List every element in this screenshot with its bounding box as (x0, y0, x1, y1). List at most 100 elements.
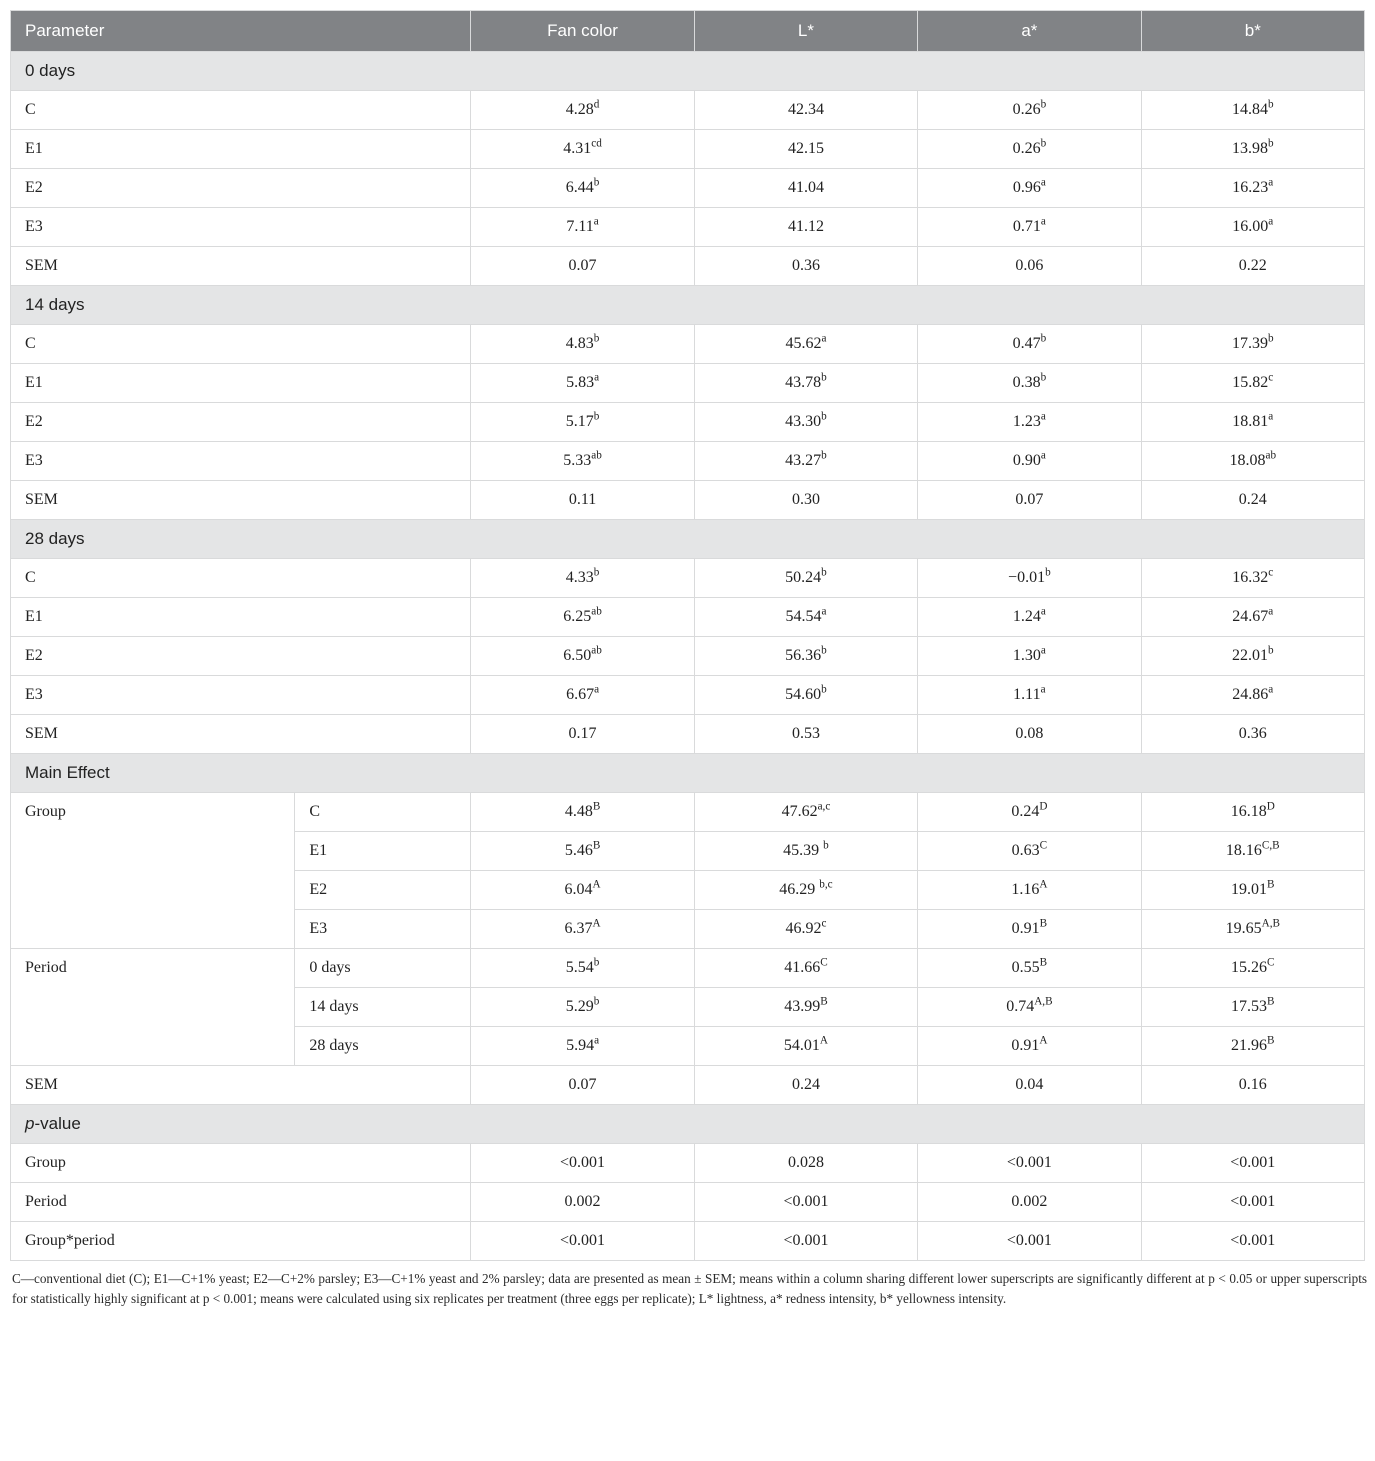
table-head: ParameterFan colorL*a*b* (11, 11, 1365, 52)
data-cell: 0.06 (918, 247, 1141, 286)
data-cell: 13.98b (1141, 130, 1364, 169)
data-cell: 6.50ab (471, 637, 694, 676)
table-footnote: C—conventional diet (C); E1—C+1% yeast; … (10, 1261, 1369, 1309)
data-cell: 0.028 (694, 1144, 917, 1183)
data-cell: <0.001 (1141, 1144, 1364, 1183)
data-cell: 19.65A,B (1141, 910, 1364, 949)
data-cell: 24.67a (1141, 598, 1364, 637)
data-cell: 16.23a (1141, 169, 1364, 208)
row-label: SEM (11, 247, 471, 286)
table-row: E26.44b41.040.96a16.23a (11, 169, 1365, 208)
data-cell: 0.91A (918, 1027, 1141, 1066)
table-row: E35.33ab43.27b0.90a18.08ab (11, 442, 1365, 481)
col-header-4: b* (1141, 11, 1364, 52)
row-label: Group (11, 1144, 471, 1183)
row-label: 28 days (295, 1027, 471, 1066)
table-body: 0 daysC4.28d42.340.26b14.84bE14.31cd42.1… (11, 52, 1365, 1261)
data-cell: <0.001 (918, 1222, 1141, 1261)
row-label: 0 days (295, 949, 471, 988)
table-row: SEM0.170.530.080.36 (11, 715, 1365, 754)
data-cell: 43.30b (694, 403, 917, 442)
data-cell: 5.33ab (471, 442, 694, 481)
data-cell: 0.07 (918, 481, 1141, 520)
table-row: Period0.002<0.0010.002<0.001 (11, 1183, 1365, 1222)
data-cell: 54.01A (694, 1027, 917, 1066)
table-row: Period0 days5.54b41.66C0.55B15.26C (11, 949, 1365, 988)
data-cell: 5.29b (471, 988, 694, 1027)
data-cell: −0.01b (918, 559, 1141, 598)
data-cell: 4.31cd (471, 130, 694, 169)
table-row: SEM0.110.300.070.24 (11, 481, 1365, 520)
data-cell: 1.23a (918, 403, 1141, 442)
row-group-label: Group (11, 793, 295, 949)
data-cell: 50.24b (694, 559, 917, 598)
row-label: E1 (295, 832, 471, 871)
table-row: GroupC4.48B47.62a,c0.24D16.18D (11, 793, 1365, 832)
data-cell: 4.48B (471, 793, 694, 832)
data-cell: 5.83a (471, 364, 694, 403)
data-cell: 15.26C (1141, 949, 1364, 988)
data-cell: 0.90a (918, 442, 1141, 481)
data-cell: 0.71a (918, 208, 1141, 247)
data-cell: <0.001 (694, 1183, 917, 1222)
col-header-3: a* (918, 11, 1141, 52)
row-group-label: Period (11, 949, 295, 1066)
data-cell: 6.37A (471, 910, 694, 949)
table-row: SEM0.070.360.060.22 (11, 247, 1365, 286)
data-cell: 5.17b (471, 403, 694, 442)
data-cell: 0.36 (1141, 715, 1364, 754)
row-label: SEM (11, 715, 471, 754)
data-cell: 16.00a (1141, 208, 1364, 247)
data-cell: 56.36b (694, 637, 917, 676)
data-cell: 5.54b (471, 949, 694, 988)
data-cell: <0.001 (694, 1222, 917, 1261)
data-cell: <0.001 (1141, 1183, 1364, 1222)
row-label: E3 (11, 208, 471, 247)
data-cell: 45.39 b (694, 832, 917, 871)
data-cell: 6.04A (471, 871, 694, 910)
data-table: ParameterFan colorL*a*b* 0 daysC4.28d42.… (10, 10, 1365, 1261)
row-label: Period (11, 1183, 471, 1222)
data-cell: 0.55B (918, 949, 1141, 988)
section-header: 28 days (11, 520, 1365, 559)
row-label: SEM (11, 481, 471, 520)
data-cell: 0.36 (694, 247, 917, 286)
data-cell: 0.53 (694, 715, 917, 754)
data-cell: 19.01B (1141, 871, 1364, 910)
data-cell: 0.07 (471, 247, 694, 286)
data-cell: 41.12 (694, 208, 917, 247)
col-header-1: Fan color (471, 11, 694, 52)
row-label: E1 (11, 130, 471, 169)
data-cell: 18.08ab (1141, 442, 1364, 481)
data-cell: 5.46B (471, 832, 694, 871)
data-cell: 4.83b (471, 325, 694, 364)
table-row: E14.31cd42.150.26b13.98b (11, 130, 1365, 169)
table-row: E16.25ab54.54a1.24a24.67a (11, 598, 1365, 637)
data-cell: 0.96a (918, 169, 1141, 208)
table-row: E25.17b43.30b1.23a18.81a (11, 403, 1365, 442)
data-cell: <0.001 (918, 1144, 1141, 1183)
data-cell: 0.24 (1141, 481, 1364, 520)
table-row: E37.11a41.120.71a16.00a (11, 208, 1365, 247)
data-cell: 6.44b (471, 169, 694, 208)
row-label: C (11, 559, 471, 598)
row-label: E3 (11, 442, 471, 481)
row-label: Group*period (11, 1222, 471, 1261)
data-cell: 0.002 (471, 1183, 694, 1222)
row-label: E2 (11, 403, 471, 442)
table-row: E36.67a54.60b1.11a24.86a (11, 676, 1365, 715)
table-row: Group*period<0.001<0.001<0.001<0.001 (11, 1222, 1365, 1261)
data-cell: 0.91B (918, 910, 1141, 949)
data-cell: 24.86a (1141, 676, 1364, 715)
table-row: Group<0.0010.028<0.001<0.001 (11, 1144, 1365, 1183)
data-cell: 46.92c (694, 910, 917, 949)
data-cell: 1.11a (918, 676, 1141, 715)
data-cell: 0.07 (471, 1066, 694, 1105)
row-label: C (295, 793, 471, 832)
data-cell: 22.01b (1141, 637, 1364, 676)
data-cell: 4.33b (471, 559, 694, 598)
data-cell: 0.26b (918, 91, 1141, 130)
table-row: C4.83b45.62a0.47b17.39b (11, 325, 1365, 364)
data-cell: 43.27b (694, 442, 917, 481)
data-cell: 0.26b (918, 130, 1141, 169)
